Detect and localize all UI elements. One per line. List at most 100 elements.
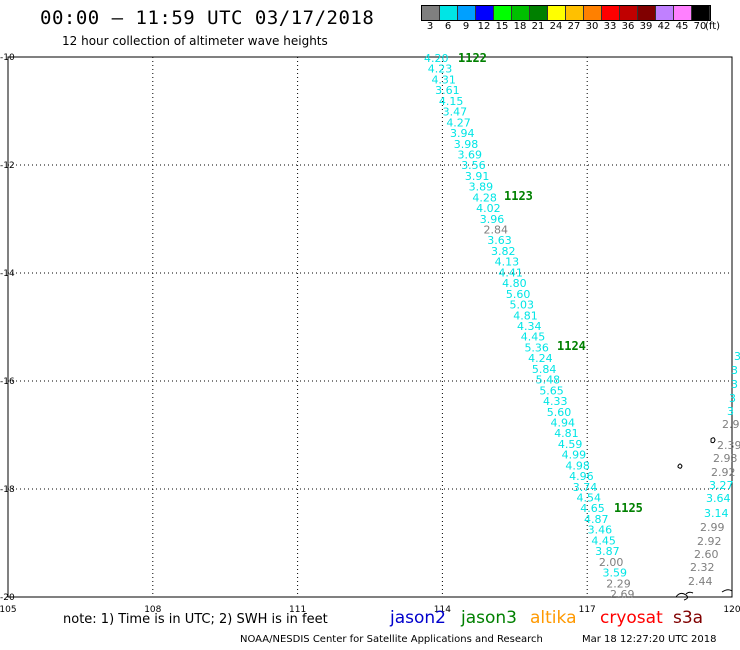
- color-swatch-15: [494, 6, 512, 20]
- swh-value: 5.60: [506, 288, 530, 301]
- swh-value: 3.96: [480, 213, 505, 226]
- swh-value: 5.84: [532, 363, 557, 376]
- color-scale-label: 9: [462, 21, 470, 32]
- lon-tick-label: 117: [579, 605, 596, 615]
- lat-tick-label: -10: [0, 53, 15, 63]
- swh-value: 3.91: [465, 170, 490, 183]
- swh-value: 4.34: [517, 320, 542, 333]
- lon-tick-label: 108: [144, 605, 161, 615]
- color-swatch-12: [476, 6, 494, 20]
- island-outline: [677, 463, 683, 469]
- color-scale-label: 24: [549, 21, 563, 32]
- color-swatch-70: [692, 6, 710, 20]
- color-swatch-6: [440, 6, 458, 20]
- swh-value: 4.98: [565, 459, 590, 472]
- swh-value: 5.48: [536, 374, 561, 387]
- swh-value: 2.92: [711, 466, 736, 479]
- lon-tick-label: 114: [434, 605, 451, 615]
- swh-value: 3.63: [487, 234, 512, 247]
- swh-value: 3.14: [704, 507, 729, 520]
- color-scale-labels: 3 6 9 12 15 18 21 24 27 30 33 36 39 42 45 70: [421, 21, 709, 32]
- color-swatch-45: [674, 6, 692, 20]
- swh-value: 4.96: [569, 470, 594, 483]
- color-swatch-42: [656, 6, 674, 20]
- swh-value: 2.00: [599, 556, 624, 569]
- swh-value: 5.36: [524, 341, 549, 354]
- swh-value: 4.13: [495, 256, 520, 269]
- swh-value: 4.15: [439, 95, 464, 108]
- color-scale-label: 6: [444, 21, 452, 32]
- swh-value-clipped: 3: [734, 350, 740, 363]
- color-scale-label: 42: [657, 21, 671, 32]
- swh-value: 2.39: [717, 439, 740, 452]
- swh-value: 3.94: [450, 127, 475, 140]
- swh-value: 2.60: [694, 548, 719, 561]
- lat-tick-label: -20: [0, 593, 15, 603]
- color-swatch-33: [602, 6, 620, 20]
- color-swatch-27: [566, 6, 584, 20]
- swh-value: 4.45: [521, 331, 546, 344]
- legend-jason2: jason2: [390, 608, 446, 628]
- swh-value: 2.69: [610, 588, 635, 601]
- swh-value: 3.74: [573, 481, 598, 494]
- color-scale-label: 30: [585, 21, 599, 32]
- generated-timestamp: Mar 18 12:27:20 UTC 2018: [582, 634, 717, 645]
- swh-value: 4.65: [580, 502, 605, 515]
- swh-value-clipped: 3: [731, 364, 738, 377]
- lon-tick-label: 120: [723, 605, 740, 615]
- swh-value: 4.81: [513, 309, 538, 322]
- lat-tick-label: -14: [0, 269, 15, 279]
- color-scale-unit: (ft): [705, 21, 721, 32]
- color-swatch-24: [548, 6, 566, 20]
- color-scale-label: 18: [513, 21, 527, 32]
- color-swatch-9: [458, 6, 476, 20]
- color-swatch-39: [638, 6, 656, 20]
- swh-value: 2.32: [690, 561, 715, 574]
- swh-value: 4.20: [424, 52, 449, 65]
- swh-value: 4.94: [550, 416, 575, 429]
- legend-cryosat: cryosat: [600, 608, 663, 628]
- lon-tick-label: 105: [0, 605, 17, 615]
- swh-value: 4.02: [476, 202, 501, 215]
- coastline: [675, 591, 694, 601]
- swh-value: 5.65: [539, 384, 564, 397]
- color-scale-label: 36: [621, 21, 635, 32]
- swh-value: 4.27: [446, 116, 471, 129]
- swh-value: 4.41: [498, 266, 523, 279]
- swh-value-clipped: 3: [731, 378, 738, 391]
- swh-value: 4.99: [562, 449, 587, 462]
- color-swatch-36: [620, 6, 638, 20]
- legend-s3a: s3a: [673, 608, 704, 628]
- lat-tick-label: -12: [0, 161, 15, 171]
- swh-value: 2.29: [606, 577, 631, 590]
- color-scale-bar: [421, 5, 711, 21]
- swh-value: 5.03: [510, 299, 535, 312]
- swh-value: 3.56: [461, 159, 486, 172]
- swh-value: 4.81: [554, 427, 579, 440]
- swh-value: 2.44: [688, 575, 713, 588]
- color-swatch-21: [530, 6, 548, 20]
- swh-value: 4.54: [577, 492, 602, 505]
- swh-value: 2.92: [697, 535, 722, 548]
- color-scale-label: 3: [426, 21, 434, 32]
- swh-value: 3.89: [469, 181, 494, 194]
- lon-tick-label: 111: [289, 605, 306, 615]
- color-scale-label: 27: [567, 21, 581, 32]
- swh-value: 3.82: [491, 245, 515, 258]
- map-subtitle: 12 hour collection of altimeter wave hei…: [62, 34, 328, 48]
- swh-value: 3.59: [603, 567, 628, 580]
- track-time-label: 1125: [614, 501, 643, 515]
- track-time-label: 1122: [458, 51, 487, 65]
- swh-value: 4.28: [472, 191, 497, 204]
- color-scale-label: 39: [639, 21, 653, 32]
- swh-value: 4.45: [591, 534, 616, 547]
- swh-value: 4.59: [558, 438, 583, 451]
- color-swatch-30: [584, 6, 602, 20]
- lat-tick-label: -16: [0, 377, 15, 387]
- color-scale-label: 12: [477, 21, 491, 32]
- track-time-label: 1123: [504, 189, 533, 203]
- legend-jason3: jason3: [461, 608, 517, 628]
- credit-line: NOAA/NESDIS Center for Satellite Applica…: [240, 634, 543, 645]
- swh-value-clipped: 3: [729, 392, 736, 405]
